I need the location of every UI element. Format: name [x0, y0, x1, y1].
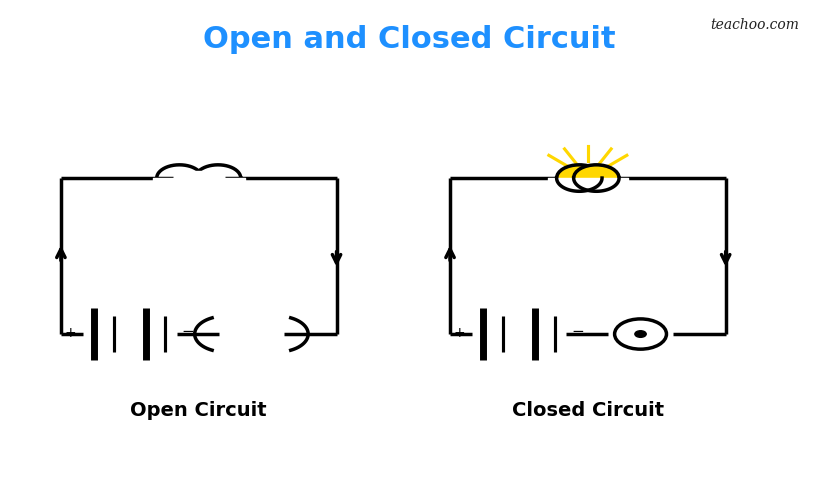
Text: +: + — [453, 325, 464, 339]
Circle shape — [557, 166, 602, 192]
Text: +: + — [64, 325, 75, 339]
Text: −: − — [182, 323, 195, 338]
Circle shape — [573, 166, 619, 192]
Text: Open Circuit: Open Circuit — [130, 400, 267, 420]
Text: Open and Closed Circuit: Open and Closed Circuit — [203, 25, 616, 54]
Text: Closed Circuit: Closed Circuit — [512, 400, 664, 420]
Text: −: − — [571, 323, 584, 338]
Circle shape — [635, 331, 646, 337]
Text: teachoo.com: teachoo.com — [710, 18, 799, 32]
